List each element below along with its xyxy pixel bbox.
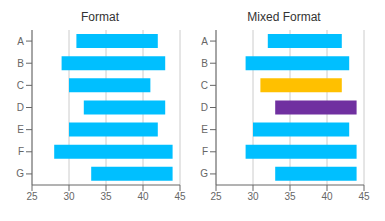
svg-text:D: D <box>201 102 208 113</box>
svg-text:C: C <box>17 80 24 91</box>
svg-text:35: 35 <box>100 191 112 202</box>
svg-text:B: B <box>17 58 24 69</box>
svg-text:30: 30 <box>63 191 75 202</box>
html-text:Format: Format <box>81 10 119 24</box>
svg-text:E: E <box>201 124 208 135</box>
svg-text:25: 25 <box>26 191 38 202</box>
html-text:Mixed Format: Mixed Format <box>247 10 321 24</box>
svg-text:35: 35 <box>284 191 296 202</box>
svg-text:40: 40 <box>137 191 149 202</box>
svg-text:25: 25 <box>210 191 222 202</box>
svg-text:45: 45 <box>358 191 370 202</box>
svg-text:F: F <box>18 146 24 157</box>
svg-text:G: G <box>16 168 24 179</box>
svg-text:A: A <box>17 36 24 47</box>
svg-text:F: F <box>202 146 208 157</box>
svg-text:G: G <box>200 168 208 179</box>
svg-text:E: E <box>17 124 24 135</box>
svg-text:B: B <box>201 58 208 69</box>
svg-text:40: 40 <box>321 191 333 202</box>
svg-text:D: D <box>17 102 24 113</box>
svg-text:C: C <box>201 80 208 91</box>
svg-text:30: 30 <box>247 191 259 202</box>
svg-text:A: A <box>201 36 208 47</box>
svg-text:45: 45 <box>174 191 186 202</box>
